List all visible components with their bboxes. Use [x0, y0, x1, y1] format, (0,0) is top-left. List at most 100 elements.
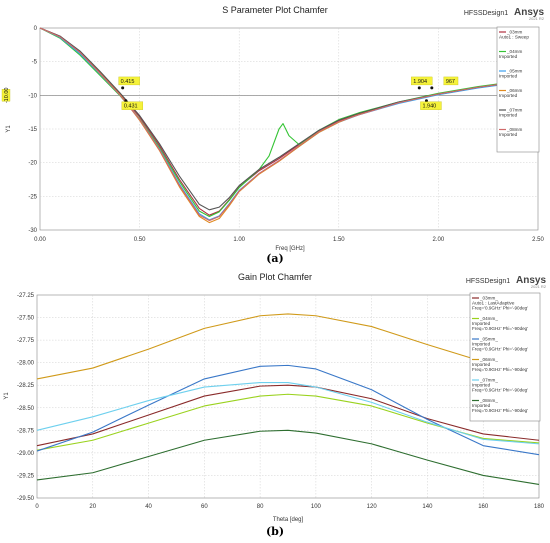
- x-tick-label: 1.00: [233, 237, 245, 243]
- y-tick-label: -15: [28, 127, 37, 133]
- y-tick-label: -28.50: [17, 406, 35, 412]
- design-label: HFSSDesign1: [464, 10, 508, 17]
- marker-label-box: [420, 101, 442, 110]
- figure-caption: (a): [266, 252, 284, 265]
- y-tick-label: -30: [28, 228, 37, 234]
- legend-source: Auto1 : Sweep: [499, 35, 529, 40]
- series-line-06mm: [36, 313, 540, 380]
- legend-source: Imported: [499, 132, 518, 137]
- chart-title: S Parameter Plot Chamfer: [222, 5, 328, 15]
- legend: _03mm_Auto1 : LastAdaptiveFreq='0.9GHz' …: [469, 292, 541, 422]
- marker-2: 1.904: [411, 76, 433, 90]
- y-tick-label: -5: [32, 60, 38, 66]
- marker-label: 1.904: [413, 79, 427, 85]
- legend-series-name: _08mm: [506, 127, 522, 132]
- legend-source: Imported: [472, 383, 491, 388]
- legend-source: Imported: [472, 321, 491, 326]
- reference-label-box: [1, 89, 11, 102]
- y-tick-label: -29.00: [17, 451, 35, 457]
- x-tick-label: 100: [311, 504, 322, 510]
- y-tick-label: -29.25: [17, 473, 35, 479]
- chart-s-parameter: S Parameter Plot Chamfer HFSSDesign1 Ansys…: [1, 5, 545, 265]
- y-tick-label: -10: [28, 93, 37, 99]
- y-axis-label: Y1: [6, 125, 12, 133]
- x-tick-label: 20: [89, 504, 96, 510]
- x-tick-label: 0.50: [134, 237, 146, 243]
- y-tick-label: -27.75: [17, 338, 35, 344]
- legend-series-name: _06mm: [506, 88, 522, 93]
- chart-title: Gain Plot Chamfer: [238, 272, 312, 282]
- y-tick-label: -28.25: [17, 383, 35, 389]
- brand-logo: Ansys: [516, 275, 546, 286]
- legend-params: Freq='0.9GHz' Phi='-90deg': [472, 347, 528, 352]
- legend-series-name: _03mm_: [479, 296, 498, 301]
- x-axis-label: Freq [GHz]: [275, 246, 305, 252]
- marker-point: [121, 86, 125, 90]
- x-tick-label: 2.50: [532, 237, 544, 243]
- legend-source: Imported: [472, 362, 491, 367]
- x-tick-label: 60: [201, 504, 208, 510]
- marker-label-box: [443, 76, 459, 86]
- figure-caption: (b): [266, 525, 284, 538]
- legend-params: Freq='0.9GHz' Phi='-90deg': [472, 306, 528, 311]
- legend-series-name: _03mm: [506, 30, 522, 35]
- y-tick-label: -27.25: [17, 293, 35, 299]
- marker-label-box: [121, 101, 144, 110]
- legend-series-name: _08mm_: [479, 398, 498, 403]
- marker-label-box: [118, 76, 140, 86]
- legend-box: [469, 292, 541, 422]
- marker-label: 1.940: [422, 104, 436, 110]
- y-tick-label: -29.50: [17, 496, 35, 502]
- legend-series-name: _07mm: [506, 108, 522, 113]
- y-tick-label: -27.50: [17, 316, 35, 322]
- y-tick-label: -20: [28, 161, 37, 167]
- y-tick-label: -25: [28, 194, 37, 200]
- x-tick-label: 2.00: [433, 237, 445, 243]
- y-tick-label: -28.75: [17, 428, 35, 434]
- legend-series-name: _06mm_: [479, 357, 498, 362]
- legend-params: Freq='0.9GHz' Phi='-90deg': [472, 367, 528, 372]
- x-tick-label: 180: [534, 504, 545, 510]
- x-tick-label: 1.50: [333, 237, 345, 243]
- x-axis-label: Theta [deg]: [273, 517, 304, 523]
- marker-label: 0.415: [121, 79, 135, 85]
- legend-source: Imported: [499, 74, 518, 79]
- marker-1: 0.431: [121, 99, 144, 110]
- y-tick-label: 0: [34, 26, 38, 32]
- legend-series-name: _07mm_: [479, 378, 498, 383]
- y-axis-label: Y1: [4, 392, 10, 400]
- x-tick-label: 0.00: [34, 237, 46, 243]
- marker-point: [424, 99, 428, 103]
- legend-series-name: _05mm: [506, 69, 522, 74]
- marker-point: [417, 86, 421, 90]
- series-line-03mm: [36, 384, 540, 447]
- marker-3: 967: [430, 76, 459, 90]
- y-tick-label: -28.00: [17, 361, 35, 367]
- legend-series-name: _04mm_: [479, 316, 498, 321]
- series-line-07mm: [36, 381, 540, 445]
- marker-0: 0.415: [118, 76, 140, 90]
- legend-source: Imported: [472, 403, 491, 408]
- x-tick-label: 80: [257, 504, 264, 510]
- series-line-08mm: [39, 27, 539, 222]
- x-tick-label: 120: [367, 504, 378, 510]
- reference-label-text: -10.00: [4, 88, 10, 104]
- legend-box: [496, 26, 540, 153]
- series-line-08mm: [36, 429, 540, 486]
- legend-params: Freq='0.9GHz' Phi='-90deg': [472, 408, 528, 413]
- design-label: HFSSDesign1: [466, 278, 510, 285]
- marker-point: [124, 99, 128, 103]
- marker-label-box: [411, 76, 433, 86]
